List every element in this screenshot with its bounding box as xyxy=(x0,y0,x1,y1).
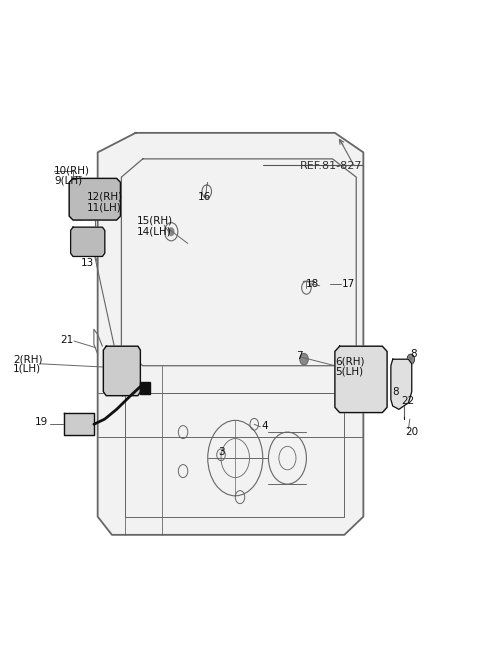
Circle shape xyxy=(108,353,115,362)
Text: 20: 20 xyxy=(405,427,418,437)
Circle shape xyxy=(128,353,134,362)
Text: 22: 22 xyxy=(401,396,415,406)
Polygon shape xyxy=(71,227,105,256)
Polygon shape xyxy=(103,346,140,396)
Text: 16: 16 xyxy=(198,192,212,201)
Text: 11(LH): 11(LH) xyxy=(87,202,122,212)
Circle shape xyxy=(109,206,117,216)
Circle shape xyxy=(407,354,415,365)
Text: 14(LH): 14(LH) xyxy=(137,226,171,236)
Text: 9(LH): 9(LH) xyxy=(54,176,82,186)
Circle shape xyxy=(128,379,134,388)
Circle shape xyxy=(72,206,80,216)
Text: 4: 4 xyxy=(261,420,268,430)
Text: 12(RH): 12(RH) xyxy=(87,192,123,201)
Text: 10(RH): 10(RH) xyxy=(54,165,90,176)
Text: 3: 3 xyxy=(219,447,225,457)
Circle shape xyxy=(109,182,117,192)
Polygon shape xyxy=(391,359,412,409)
Polygon shape xyxy=(97,133,363,535)
Circle shape xyxy=(168,227,175,236)
Text: 21: 21 xyxy=(60,335,74,344)
Text: 8: 8 xyxy=(410,349,417,359)
Circle shape xyxy=(75,232,81,239)
Circle shape xyxy=(75,245,81,253)
Polygon shape xyxy=(69,178,120,220)
Text: 8: 8 xyxy=(392,387,398,397)
FancyBboxPatch shape xyxy=(140,382,150,394)
Text: 5(LH): 5(LH) xyxy=(335,367,363,377)
Text: 13: 13 xyxy=(81,258,94,268)
Text: REF.81-827: REF.81-827 xyxy=(300,161,362,171)
Text: 6(RH): 6(RH) xyxy=(335,357,364,367)
Circle shape xyxy=(108,379,115,388)
Polygon shape xyxy=(335,346,387,413)
Text: 19: 19 xyxy=(35,417,48,427)
Text: 18: 18 xyxy=(305,279,319,289)
Text: 1(LH): 1(LH) xyxy=(13,363,41,373)
Circle shape xyxy=(392,388,399,398)
Circle shape xyxy=(72,182,80,192)
Circle shape xyxy=(96,245,102,253)
Polygon shape xyxy=(63,413,94,436)
Circle shape xyxy=(300,354,308,365)
Text: 15(RH): 15(RH) xyxy=(137,216,173,226)
Circle shape xyxy=(96,232,102,239)
Text: 2(RH): 2(RH) xyxy=(13,354,43,364)
Text: 7: 7 xyxy=(296,351,302,361)
Text: 17: 17 xyxy=(342,279,355,289)
